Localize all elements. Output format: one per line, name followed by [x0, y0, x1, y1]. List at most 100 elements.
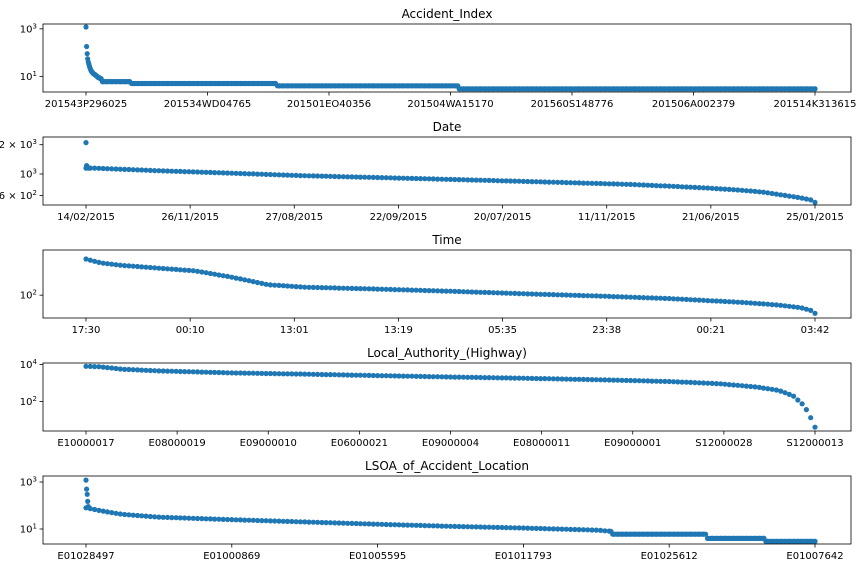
data-point-56	[323, 285, 329, 291]
data-point-22	[156, 514, 162, 520]
data-point-106	[516, 525, 522, 531]
data-point-34	[207, 169, 213, 175]
data-point-102	[520, 291, 527, 297]
data-point-52	[284, 172, 291, 178]
data-point-77	[392, 175, 398, 181]
data-point-155	[726, 186, 732, 192]
data-point-87	[435, 523, 441, 529]
x-tick-label: E01011793	[495, 551, 552, 562]
data-point-38	[224, 170, 231, 176]
data-point-171	[795, 194, 801, 200]
scatter-points	[83, 24, 818, 92]
data-point-43	[267, 282, 273, 288]
data-point-30	[190, 169, 196, 175]
data-point-11	[109, 509, 115, 516]
data-point-138	[675, 379, 681, 385]
data-point-62	[327, 173, 333, 179]
data-point-83	[417, 522, 424, 529]
data-point-37	[220, 170, 226, 176]
data-point-100	[490, 177, 496, 184]
data-point-163	[760, 189, 767, 195]
data-point-6	[87, 165, 93, 171]
data-point-2	[84, 51, 90, 57]
data-point-112	[563, 376, 569, 382]
data-point-29	[207, 369, 213, 375]
data-point-147	[692, 184, 698, 190]
data-point-125	[619, 377, 625, 383]
data-point-95	[490, 290, 496, 296]
data-point-43	[267, 370, 273, 377]
x-tick-label: 201501EO40356	[287, 99, 371, 110]
data-point-78	[417, 373, 424, 379]
data-point-80	[426, 374, 432, 380]
subplot-3: Time 102 17:30 00:10 13:01 13:19 05:35 23:38 00:…	[20, 233, 852, 336]
data-point-26	[173, 515, 179, 521]
data-point-38	[224, 516, 231, 523]
data-point-137	[670, 379, 677, 385]
data-point-124	[593, 180, 599, 186]
data-point-82	[413, 175, 419, 182]
data-point-23	[160, 514, 166, 520]
data-point-57	[306, 519, 312, 525]
data-point-87	[456, 374, 462, 380]
data-point-170	[812, 424, 818, 430]
data-point-49	[293, 371, 299, 377]
x-tick-label: 17:30	[72, 325, 101, 336]
data-point-8	[117, 366, 123, 372]
data-point-51	[302, 371, 308, 377]
data-point-161	[773, 302, 780, 308]
data-point-151	[730, 299, 737, 305]
data-point-25	[169, 168, 175, 174]
data-point-144	[679, 184, 685, 190]
data-point-36	[216, 516, 222, 522]
data-point-58	[332, 285, 338, 291]
data-point-165	[791, 304, 797, 310]
data-point-120	[598, 293, 604, 299]
data-point-101	[495, 178, 501, 184]
data-point-74	[400, 373, 406, 379]
data-point-25	[190, 369, 196, 375]
data-point-67	[349, 520, 355, 527]
data-point-126	[623, 377, 629, 383]
data-point-141	[688, 297, 694, 303]
data-point-45	[276, 371, 282, 377]
data-point-55	[297, 519, 303, 525]
data-point-24	[164, 168, 171, 174]
data-point-130	[640, 378, 647, 384]
subplot-5: LSOA_of_Accident_Location 101 103 E01028497…	[20, 459, 852, 562]
data-point-13	[117, 166, 123, 172]
data-point-94	[465, 524, 471, 530]
x-tick-label: E01000869	[203, 551, 260, 562]
data-point-36	[237, 276, 243, 282]
data-point-122	[585, 180, 591, 186]
data-point-76	[387, 175, 394, 181]
data-point-94	[486, 375, 492, 381]
data-point-149	[722, 298, 728, 305]
data-point-160	[748, 188, 754, 194]
data-point-166	[795, 304, 801, 310]
x-tick-label: 14/02/2015	[57, 212, 115, 223]
data-point-15	[126, 166, 132, 173]
data-point-9	[122, 366, 128, 372]
data-point-28	[203, 270, 209, 276]
y-tick-label: 104	[20, 358, 38, 371]
data-point-60	[319, 173, 325, 179]
data-point-153	[739, 299, 745, 305]
data-point-113	[546, 179, 552, 185]
data-point-97	[499, 375, 505, 381]
x-tick-label: 13:01	[280, 325, 309, 336]
data-point-155	[748, 300, 754, 306]
data-point-154	[722, 186, 728, 192]
data-point-13	[139, 367, 145, 373]
data-point-27	[177, 168, 183, 174]
data-point-141	[666, 183, 672, 189]
data-point-41	[237, 517, 243, 523]
data-point-158	[760, 385, 767, 391]
data-point-154	[743, 383, 750, 389]
data-point-13	[117, 511, 123, 517]
data-point-73	[375, 174, 381, 181]
x-tick-label: 201504WA15170	[407, 99, 493, 110]
data-point-44	[272, 282, 278, 288]
x-tick-label: E10000017	[57, 438, 114, 449]
data-point-26	[194, 369, 201, 375]
